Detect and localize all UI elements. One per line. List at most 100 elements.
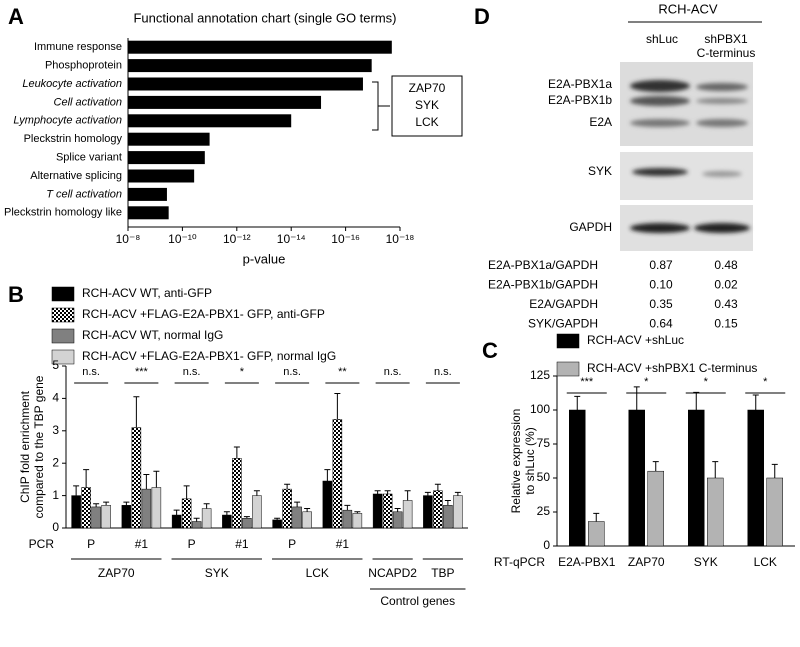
significance: *	[644, 376, 649, 388]
y-tick-label: 5	[52, 358, 59, 372]
x-tick-label: E2A-PBX1	[558, 555, 616, 569]
y-tick-label: 75	[537, 436, 551, 450]
y-tick-label: Pleckstrin homology like	[4, 207, 122, 219]
error-bar	[593, 512, 600, 522]
bar	[101, 505, 111, 529]
error-bar	[123, 501, 130, 506]
band-label: E2A	[589, 115, 612, 129]
error-bar	[374, 490, 381, 494]
bar	[121, 505, 132, 529]
x-prefix: RT-qPCR	[494, 555, 545, 569]
x-tick-label: #1	[235, 537, 249, 551]
significance: *	[704, 376, 709, 388]
error-bar	[424, 491, 431, 496]
y-tick-label: Immune response	[34, 41, 122, 53]
error-bar	[233, 446, 240, 459]
y-tick-label: 4	[52, 391, 59, 405]
significance: *	[763, 376, 768, 388]
error-bar	[334, 393, 341, 420]
error-bar	[752, 394, 759, 410]
x-tick-label: P	[288, 537, 296, 551]
legend-swatch	[51, 307, 75, 323]
bar	[272, 519, 282, 529]
x-tick-label: P	[188, 537, 196, 551]
bar	[322, 480, 333, 529]
error-bar	[103, 501, 110, 506]
error-bar	[712, 461, 719, 478]
x-tick-label: 10⁻¹⁰	[168, 232, 197, 246]
group-label: ZAP70	[98, 566, 135, 580]
significance: n.s.	[82, 366, 100, 378]
bar	[766, 477, 783, 547]
bar	[128, 151, 205, 165]
error-bar	[444, 499, 451, 506]
y-axis-label: ChIP fold enrichment	[18, 390, 32, 503]
legend-swatch	[556, 333, 580, 349]
error-bar	[223, 511, 230, 516]
legend-swatch	[51, 349, 75, 365]
bar	[352, 513, 363, 529]
bar	[128, 40, 392, 54]
annotation: SYK	[415, 98, 439, 112]
significance: *	[240, 366, 245, 378]
bar	[302, 511, 312, 529]
bar	[131, 427, 142, 529]
ratio-value: 0.87	[649, 258, 673, 272]
error-bar	[574, 395, 581, 410]
y-tick-label: 50	[537, 470, 551, 484]
error-bar	[294, 501, 301, 507]
error-bar	[183, 485, 190, 499]
legend-swatch	[556, 361, 580, 377]
bar	[342, 509, 353, 529]
legend-label: RCH-ACV +FLAG-E2A-PBX1- GFP, anti-GFP	[82, 307, 325, 321]
bar	[128, 169, 195, 183]
bracket	[372, 81, 390, 131]
ratio-label: E2A/GAPDH	[529, 297, 598, 311]
blot-column: shLuc	[646, 32, 678, 46]
significance: n.s.	[384, 366, 402, 378]
y-tick-label: 2	[52, 455, 59, 469]
bar	[588, 521, 605, 547]
legend-label: RCH-ACV WT, normal IgG	[82, 328, 223, 342]
bar	[128, 95, 322, 109]
error-bar	[173, 509, 180, 516]
panel-label: A	[8, 4, 24, 29]
error-bar	[243, 516, 250, 519]
x-tick-label: P	[87, 537, 95, 551]
error-bar	[143, 474, 150, 490]
y-tick-label: 125	[530, 368, 550, 382]
error-bar	[203, 503, 210, 509]
bar	[181, 498, 192, 529]
y-tick-label: Leukocyte activation	[22, 78, 122, 90]
band-label: E2A-PBX1b	[548, 93, 612, 107]
y-tick-label: 1	[52, 488, 59, 502]
group-label: SYK	[205, 566, 229, 580]
bar	[128, 77, 363, 91]
error-bar	[633, 386, 640, 410]
y-tick-label: 0	[543, 538, 550, 552]
panel-label: C	[482, 338, 498, 363]
bar	[402, 500, 413, 529]
bar	[128, 187, 167, 201]
x-tick-label: SYK	[694, 555, 718, 569]
bar	[81, 487, 91, 529]
bar	[128, 59, 372, 73]
error-bar	[394, 508, 401, 512]
y-tick-label: 100	[530, 402, 550, 416]
bar	[91, 506, 101, 529]
bar	[141, 488, 152, 529]
y-tick-label: Phosphoprotein	[45, 60, 122, 72]
legend-swatch	[51, 286, 75, 302]
error-bar	[404, 490, 411, 501]
y-tick-label: Cell activation	[54, 96, 122, 108]
legend-label: RCH-ACV +shPBX1 C-terminus	[587, 361, 757, 375]
y-tick-label: 0	[52, 520, 59, 534]
ratio-value: 0.15	[714, 317, 738, 331]
annotation: ZAP70	[409, 81, 446, 95]
y-tick-label: Pleckstrin homology	[24, 133, 123, 145]
ratio-label: SYK/GAPDH	[528, 317, 598, 331]
bar	[242, 518, 252, 529]
error-bar	[693, 391, 700, 410]
error-bar	[193, 517, 200, 522]
